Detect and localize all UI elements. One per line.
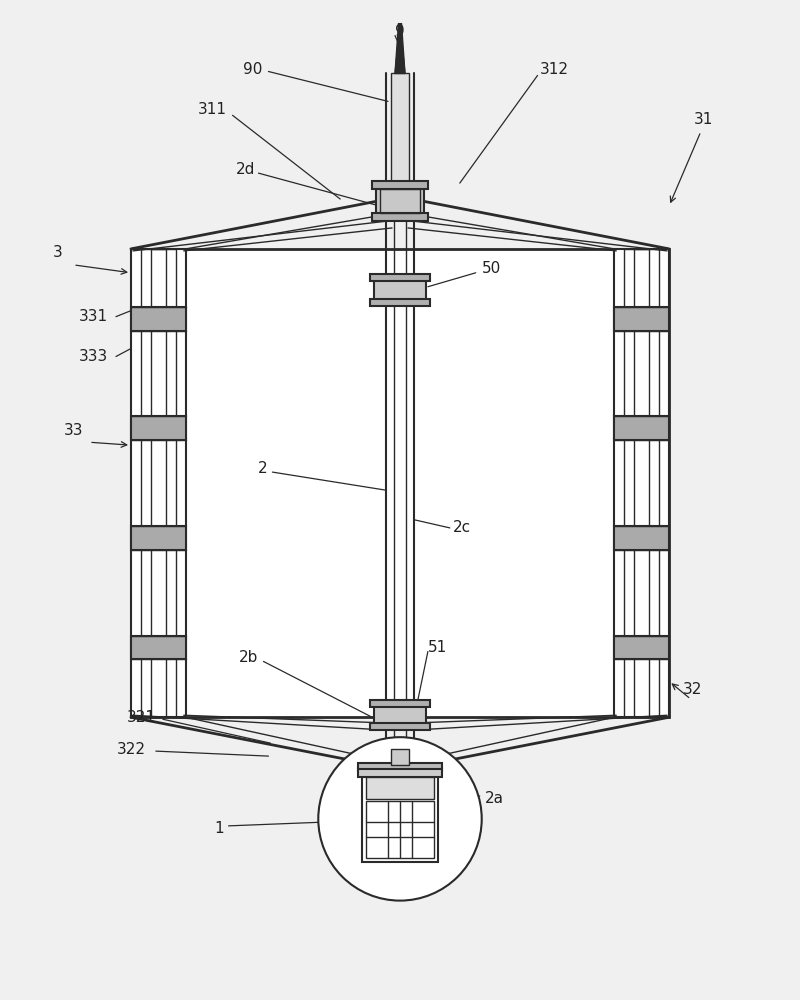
Bar [614,249,669,717]
Text: 2: 2 [258,461,267,476]
Bar [372,213,428,221]
Bar [131,307,186,331]
Bar [380,189,420,213]
Bar [374,705,426,725]
Bar [391,73,409,186]
Text: 90: 90 [243,62,262,77]
Bar [362,767,438,862]
Bar [151,249,166,717]
Text: 322: 322 [117,742,146,757]
Bar [372,181,428,189]
Text: 51: 51 [428,640,447,655]
Bar [374,279,426,301]
Text: 33: 33 [63,423,83,438]
Text: 32: 32 [683,682,702,697]
Polygon shape [395,24,405,73]
Bar [370,723,430,730]
Text: 3: 3 [52,245,62,260]
Circle shape [318,737,482,901]
Bar [358,769,442,777]
Text: 321: 321 [126,710,155,725]
Bar [131,249,186,717]
Text: 2c: 2c [453,520,471,535]
Bar [614,636,669,659]
Text: A: A [395,883,405,898]
Bar [370,700,430,707]
Bar [131,249,669,717]
Bar [376,186,424,216]
Text: 2d: 2d [236,162,255,177]
Text: 9: 9 [395,24,405,39]
Text: 312: 312 [540,62,569,77]
Text: 1: 1 [214,821,223,836]
Text: 2b: 2b [239,650,258,665]
Bar [131,526,186,550]
Text: 2a: 2a [485,791,504,806]
Bar [366,801,434,858]
Bar [370,299,430,306]
Text: 331: 331 [78,309,108,324]
Text: 311: 311 [198,102,227,117]
Bar [141,249,176,717]
Bar [614,526,669,550]
Bar [391,749,409,765]
Bar [370,274,430,281]
Bar [131,636,186,659]
Bar [366,777,434,799]
Bar [131,416,186,440]
Text: 31: 31 [694,112,714,127]
Text: 333: 333 [78,349,108,364]
Bar [358,763,442,771]
Text: 50: 50 [482,261,502,276]
Bar [634,249,649,717]
Bar [614,416,669,440]
Bar [614,307,669,331]
Bar [624,249,659,717]
